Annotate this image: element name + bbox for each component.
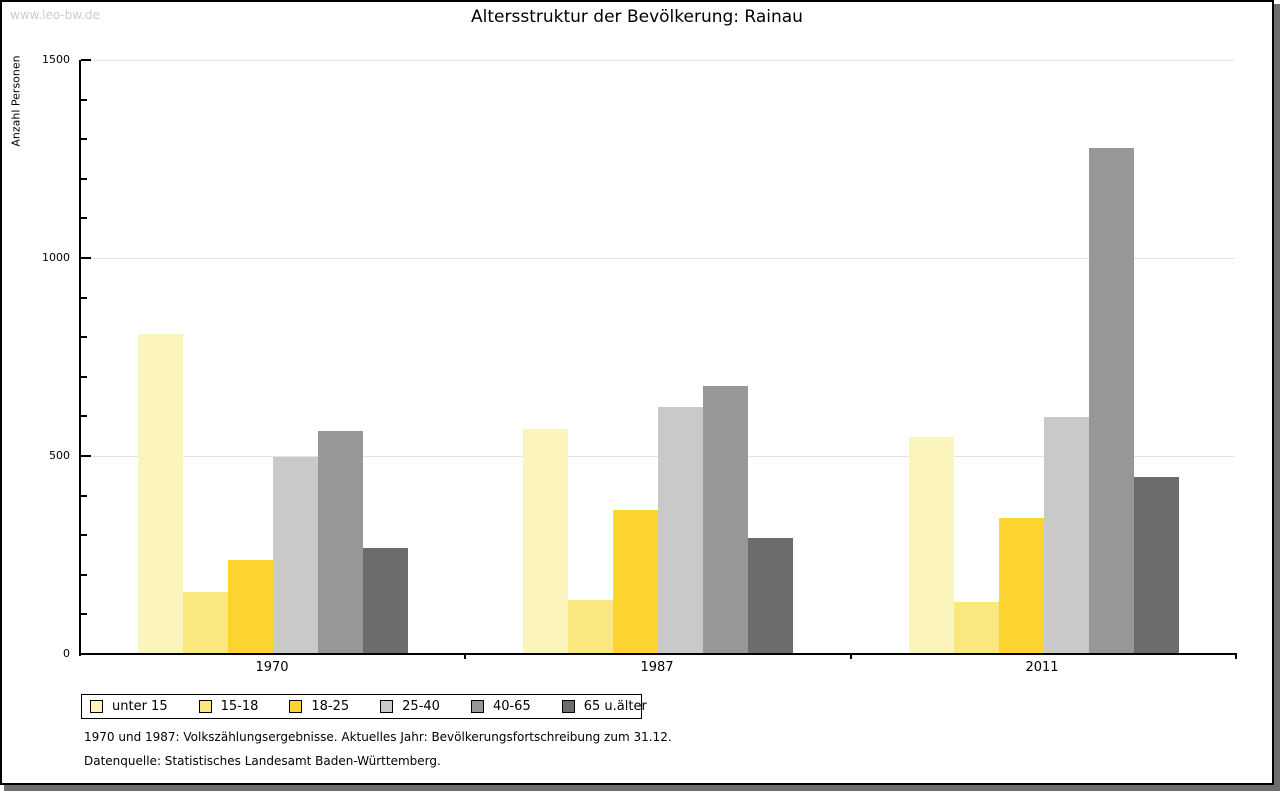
y-major-tick-1500 — [81, 59, 91, 61]
bar-65-u-lter-2011 — [1134, 477, 1179, 653]
y-minor-tick-400 — [81, 495, 87, 497]
shadow-bottom — [4, 785, 1280, 791]
y-tick-label-1000: 1000 — [42, 251, 70, 264]
x-axis-tick — [464, 654, 466, 659]
bar-25-40-1970 — [273, 457, 318, 653]
y-minor-tick-1200 — [81, 178, 87, 180]
footnote-line-2: Datenquelle: Statistisches Landesamt Bad… — [84, 754, 441, 768]
legend-item-15-18: 15-18 — [198, 699, 259, 714]
y-minor-tick-700 — [81, 376, 87, 378]
legend-label: unter 15 — [112, 699, 168, 714]
bar-25-40-2011 — [1044, 417, 1089, 653]
legend: unter 15 15-18 18-25 25-40 40-65 65 u.älter — [81, 694, 647, 719]
x-axis-tick — [1235, 654, 1237, 659]
legend-swatch — [198, 700, 212, 713]
page-title: Altersstruktur der Bevölkerung: Rainau — [471, 7, 803, 27]
shadow-right — [1274, 4, 1280, 791]
bar-unter-15-1970 — [138, 334, 183, 653]
bar-25-40-1987 — [658, 407, 703, 653]
gridline-1500 — [81, 60, 1235, 61]
y-minor-tick-100 — [81, 613, 87, 615]
legend-swatch — [289, 700, 303, 713]
x-category-label-1987: 1987 — [640, 660, 674, 675]
y-minor-tick-1300 — [81, 138, 87, 140]
bar-40-65-1987 — [703, 386, 748, 653]
y-major-tick-0 — [81, 653, 91, 655]
bar-18-25-2011 — [999, 518, 1044, 653]
legend-swatch — [90, 700, 103, 713]
bar-15-18-1970 — [183, 592, 228, 653]
y-minor-tick-900 — [81, 297, 87, 299]
bar-40-65-1970 — [318, 431, 363, 653]
legend-swatch — [380, 700, 394, 713]
y-tick-label-500: 500 — [49, 449, 70, 462]
watermark-text: www.leo-bw.de — [10, 8, 100, 22]
legend-swatch — [470, 700, 484, 713]
y-minor-tick-1100 — [81, 217, 87, 219]
x-category-label-1970: 1970 — [255, 660, 289, 675]
x-category-label-2011: 2011 — [1025, 660, 1059, 675]
bar-40-65-2011 — [1089, 148, 1134, 653]
y-major-tick-500 — [81, 455, 91, 457]
legend-item-65-u-lter: 65 u.älter — [561, 699, 647, 714]
y-minor-tick-200 — [81, 574, 87, 576]
legend-item-unter-15: unter 15 — [90, 699, 168, 714]
legend-item-18-25: 18-25 — [289, 699, 349, 714]
y-minor-tick-1400 — [81, 99, 87, 101]
legend-label: 40-65 — [492, 699, 531, 714]
legend-item-40-65: 40-65 — [470, 699, 531, 714]
bar-15-18-2011 — [954, 602, 999, 653]
bar-unter-15-1987 — [523, 429, 568, 653]
legend-item-25-40: 25-40 — [380, 699, 440, 714]
gridline-1000 — [81, 258, 1235, 259]
y-major-tick-1000 — [81, 257, 91, 259]
x-axis-tick — [850, 654, 852, 659]
legend-label: 18-25 — [311, 699, 350, 714]
legend-label: 65 u.älter — [583, 699, 647, 714]
bar-65-u-lter-1987 — [748, 538, 793, 653]
bar-15-18-1987 — [568, 600, 613, 653]
legend-swatch — [561, 700, 575, 713]
y-minor-tick-600 — [81, 415, 87, 417]
bar-18-25-1987 — [613, 510, 658, 653]
x-axis-line — [79, 653, 1237, 655]
y-minor-tick-300 — [81, 534, 87, 536]
bar-unter-15-2011 — [909, 437, 954, 653]
legend-label: 15-18 — [220, 699, 259, 714]
footnote-line-1: 1970 und 1987: Volkszählungsergebnisse. … — [84, 730, 672, 744]
y-tick-label-1500: 1500 — [42, 53, 70, 66]
y-tick-label-0: 0 — [63, 647, 70, 660]
legend-label: 25-40 — [402, 699, 440, 714]
bar-65-u-lter-1970 — [363, 548, 408, 653]
y-minor-tick-800 — [81, 336, 87, 338]
y-axis-line — [79, 60, 81, 656]
bar-18-25-1970 — [228, 560, 273, 653]
